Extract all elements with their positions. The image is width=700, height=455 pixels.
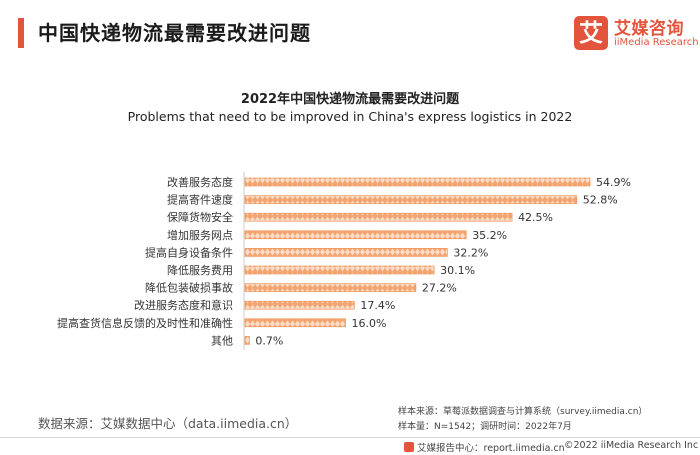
category-label: 改善服务态度	[167, 175, 233, 189]
category-label: 改进服务态度和意识	[134, 298, 233, 312]
logo-name-en: iiMedia Research	[614, 37, 699, 48]
logo-mark-icon: 艾	[574, 16, 608, 50]
brand-logo: 艾 艾媒咨询 iiMedia Research	[574, 14, 699, 56]
value-label: 42.5%	[518, 211, 553, 224]
value-label: 52.8%	[583, 194, 618, 207]
value-label: 17.4%	[360, 299, 395, 312]
logo-name-cn: 艾媒咨询	[614, 19, 684, 39]
bar	[244, 283, 417, 292]
value-label: 27.2%	[422, 282, 457, 295]
chart-subtitle: Problems that need to be improved in Chi…	[127, 109, 573, 124]
sample-info: 样本量：N=1542；调研时间：2022年7月	[398, 422, 572, 432]
report-center-icon	[404, 442, 414, 452]
report-site-link[interactable]: 艾媒报告中心：report.iimedia.cn	[417, 443, 565, 454]
chart-title: 2022年中国快递物流最需要改进问题	[240, 92, 460, 107]
bar	[244, 318, 346, 328]
value-label: 54.9%	[596, 176, 631, 189]
value-label: 16.0%	[352, 317, 387, 330]
sample-source: 样本来源：草莓派数据调查与计算系统（survey.iimedia.cn）	[398, 407, 648, 417]
bar	[244, 248, 448, 257]
value-label: 0.7%	[255, 334, 283, 347]
value-label: 35.2%	[472, 229, 507, 242]
data-source: 数据来源：艾媒数据中心（data.iimedia.cn）	[38, 416, 298, 431]
category-label: 提高寄件速度	[167, 193, 233, 207]
bar	[244, 212, 513, 222]
bar	[244, 195, 578, 204]
title-accent-bar	[18, 18, 24, 48]
bar	[244, 336, 250, 345]
category-label: 提高查货信息反馈的及时性和准确性	[57, 316, 233, 330]
category-label: 降低包装破损事故	[145, 281, 233, 295]
category-label: 提高自身设备条件	[145, 245, 233, 259]
value-label: 32.2%	[453, 246, 488, 259]
value-label: 30.1%	[440, 264, 475, 277]
category-label: 降低服务费用	[167, 263, 233, 277]
bar	[244, 230, 467, 240]
footer-divider	[0, 437, 700, 438]
bar	[244, 177, 591, 187]
sample-notes: 样本来源：草莓派数据调查与计算系统（survey.iimedia.cn） 样本量…	[398, 405, 647, 435]
footer: 艾媒报告中心：report.iimedia.cn ©2022 iiMedia R…	[0, 440, 700, 455]
category-label: 保障货物安全	[167, 210, 233, 224]
page-title: 中国快递物流最需要改进问题	[38, 21, 311, 45]
bar-chart: 改善服务态度 54.9% 提高寄件速度 52.8% 保障货物安全 42.5% 增加服务网点 3…	[57, 172, 631, 351]
header: 中国快递物流最需要改进问题 艾 艾媒咨询 iiMedia Research	[0, 0, 700, 64]
copyright: ©2022 iiMedia Research Inc	[564, 440, 699, 451]
bar	[244, 300, 355, 310]
category-label: 增加服务网点	[167, 228, 233, 242]
bar	[244, 265, 435, 275]
category-label: 其他	[211, 334, 233, 347]
